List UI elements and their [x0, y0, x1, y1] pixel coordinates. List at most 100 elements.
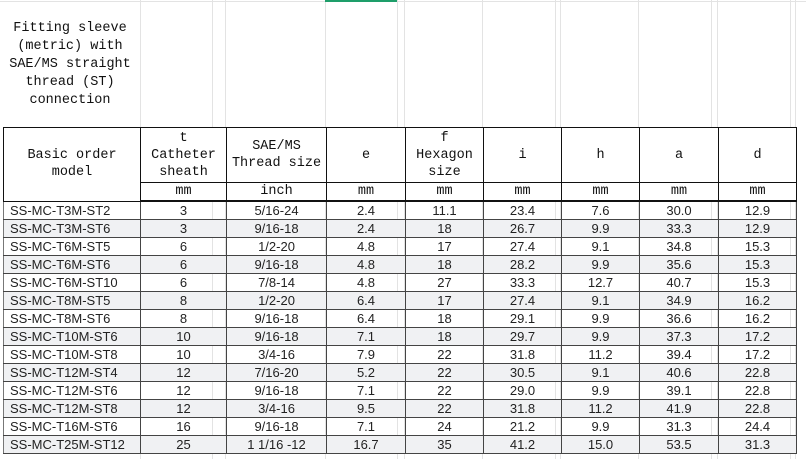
cell-hexagon-size[interactable]: 27: [405, 273, 484, 292]
cell-hexagon-size[interactable]: 22: [405, 399, 484, 418]
cell-d[interactable]: 17.2: [718, 345, 797, 364]
cell-d[interactable]: 15.3: [718, 237, 797, 256]
cell-thread-size[interactable]: 9/16-18: [226, 327, 327, 346]
cell-e[interactable]: 7.9: [326, 345, 406, 364]
cell-thread-size[interactable]: 5/16-24: [226, 200, 327, 220]
cell-model[interactable]: SS-MC-T3M-ST6: [3, 219, 141, 238]
cell-catheter-sheath[interactable]: 10: [140, 327, 227, 346]
cell-catheter-sheath[interactable]: 8: [140, 291, 227, 310]
cell-catheter-sheath[interactable]: 12: [140, 399, 227, 418]
cell-e[interactable]: 7.1: [326, 417, 406, 436]
cell-i[interactable]: 27.4: [483, 291, 562, 310]
cell-a[interactable]: 34.9: [639, 291, 719, 310]
cell-e[interactable]: 5.2: [326, 363, 406, 382]
cell-h[interactable]: 9.1: [561, 237, 640, 256]
unit-d[interactable]: mm: [718, 182, 797, 202]
cell-d[interactable]: 12.9: [718, 219, 797, 238]
cell-model[interactable]: SS-MC-T6M-ST10: [3, 273, 141, 292]
cell-thread-size[interactable]: 9/16-18: [226, 417, 327, 436]
cell-model[interactable]: SS-MC-T6M-ST5: [3, 237, 141, 256]
cell-e[interactable]: 7.1: [326, 381, 406, 400]
cell-h[interactable]: 11.2: [561, 345, 640, 364]
cell-a[interactable]: 39.1: [639, 381, 719, 400]
cell-i[interactable]: 29.0: [483, 381, 562, 400]
cell-thread-size[interactable]: 1 1/16 -12: [226, 435, 327, 454]
cell-e[interactable]: 6.4: [326, 291, 406, 310]
cell-h[interactable]: 15.0: [561, 435, 640, 454]
cell-d[interactable]: 22.8: [718, 399, 797, 418]
header-e[interactable]: e: [326, 127, 406, 183]
cell-i[interactable]: 29.1: [483, 309, 562, 328]
cell-e[interactable]: 9.5: [326, 399, 406, 418]
cell-model[interactable]: SS-MC-T12M-ST8: [3, 399, 141, 418]
unit-a[interactable]: mm: [639, 182, 719, 202]
cell-i[interactable]: 41.2: [483, 435, 562, 454]
cell-d[interactable]: 22.8: [718, 381, 797, 400]
cell-thread-size[interactable]: 3/4-16: [226, 345, 327, 364]
cell-catheter-sheath[interactable]: 8: [140, 309, 227, 328]
unit-e[interactable]: mm: [326, 182, 406, 202]
cell-hexagon-size[interactable]: 24: [405, 417, 484, 436]
unit-i[interactable]: mm: [483, 182, 562, 202]
cell-a[interactable]: 35.6: [639, 255, 719, 274]
cell-e[interactable]: 4.8: [326, 237, 406, 256]
cell-d[interactable]: 16.2: [718, 291, 797, 310]
cell-e[interactable]: 4.8: [326, 273, 406, 292]
cell-a[interactable]: 40.7: [639, 273, 719, 292]
cell-d[interactable]: 12.9: [718, 200, 797, 220]
cell-h[interactable]: 9.9: [561, 219, 640, 238]
cell-hexagon-size[interactable]: 18: [405, 309, 484, 328]
cell-h[interactable]: 9.9: [561, 309, 640, 328]
cell-h[interactable]: 9.9: [561, 417, 640, 436]
cell-catheter-sheath[interactable]: 3: [140, 219, 227, 238]
cell-catheter-sheath[interactable]: 6: [140, 237, 227, 256]
cell-i[interactable]: 31.8: [483, 345, 562, 364]
cell-d[interactable]: 16.2: [718, 309, 797, 328]
cell-model[interactable]: SS-MC-T10M-ST8: [3, 345, 141, 364]
cell-e[interactable]: 7.1: [326, 327, 406, 346]
cell-d[interactable]: 24.4: [718, 417, 797, 436]
cell-catheter-sheath[interactable]: 10: [140, 345, 227, 364]
cell-e[interactable]: 2.4: [326, 219, 406, 238]
cell-catheter-sheath[interactable]: 12: [140, 363, 227, 382]
cell-h[interactable]: 12.7: [561, 273, 640, 292]
cell-i[interactable]: 30.5: [483, 363, 562, 382]
header-model[interactable]: Basic order model: [3, 127, 141, 202]
cell-a[interactable]: 39.4: [639, 345, 719, 364]
cell-hexagon-size[interactable]: 22: [405, 363, 484, 382]
cell-h[interactable]: 9.9: [561, 381, 640, 400]
cell-catheter-sheath[interactable]: 6: [140, 273, 227, 292]
cell-i[interactable]: 27.4: [483, 237, 562, 256]
sheet-title-cell[interactable]: Fitting sleeve (metric) with SAE/MS stra…: [9, 21, 131, 108]
cell-thread-size[interactable]: 9/16-18: [226, 381, 327, 400]
cell-hexagon-size[interactable]: 11.1: [405, 200, 484, 220]
cell-thread-size[interactable]: 7/8-14: [226, 273, 327, 292]
header-a[interactable]: a: [639, 127, 719, 183]
cell-h[interactable]: 9.1: [561, 363, 640, 382]
cell-hexagon-size[interactable]: 18: [405, 219, 484, 238]
cell-a[interactable]: 37.3: [639, 327, 719, 346]
cell-hexagon-size[interactable]: 17: [405, 237, 484, 256]
cell-e[interactable]: 6.4: [326, 309, 406, 328]
header-h[interactable]: h: [561, 127, 640, 183]
header-thread-size[interactable]: SAE/MS Thread size: [226, 127, 327, 183]
cell-hexagon-size[interactable]: 18: [405, 255, 484, 274]
cell-catheter-sheath[interactable]: 6: [140, 255, 227, 274]
cell-model[interactable]: SS-MC-T25M-ST12: [3, 435, 141, 454]
cell-a[interactable]: 33.3: [639, 219, 719, 238]
cell-thread-size[interactable]: 9/16-18: [226, 255, 327, 274]
cell-a[interactable]: 36.6: [639, 309, 719, 328]
cell-h[interactable]: 9.1: [561, 291, 640, 310]
cell-h[interactable]: 9.9: [561, 255, 640, 274]
cell-i[interactable]: 29.7: [483, 327, 562, 346]
cell-hexagon-size[interactable]: 22: [405, 381, 484, 400]
cell-i[interactable]: 21.2: [483, 417, 562, 436]
cell-e[interactable]: 4.8: [326, 255, 406, 274]
cell-thread-size[interactable]: 9/16-18: [226, 219, 327, 238]
cell-thread-size[interactable]: 1/2-20: [226, 291, 327, 310]
cell-catheter-sheath[interactable]: 25: [140, 435, 227, 454]
cell-model[interactable]: SS-MC-T12M-ST6: [3, 381, 141, 400]
cell-e[interactable]: 2.4: [326, 200, 406, 220]
cell-thread-size[interactable]: 9/16-18: [226, 309, 327, 328]
cell-a[interactable]: 31.3: [639, 417, 719, 436]
